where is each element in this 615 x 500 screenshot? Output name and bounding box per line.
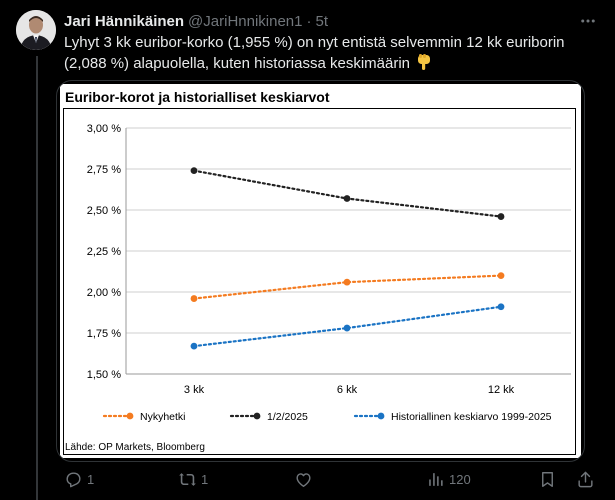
views-icon [429,472,443,486]
share-icon [578,471,593,487]
x-tick-label: 3 kk [184,384,205,396]
tweet-time[interactable]: 5t [315,12,329,30]
y-tick-label: 2,25 % [87,246,121,258]
retweet-icon [179,472,196,486]
separator-dot: · [306,12,312,30]
chart-source: Lähde: OP Markets, Bloomberg [65,442,205,453]
author-name[interactable]: Jari Hännikäinen [64,12,185,30]
series-line [192,274,503,300]
data-point [497,213,505,220]
action-bar: 1 1 120 [56,466,601,492]
legend-label: 1/2/2025 [267,411,308,423]
y-tick-label: 1,75 % [87,328,121,340]
media-card[interactable]: Euribor-korot ja historialliset keskiarv… [56,80,585,462]
data-point [343,278,351,286]
data-point [497,272,505,279]
reply-button[interactable]: 1 [64,466,94,492]
data-point [497,303,505,311]
legend-label: Nykyhetki [140,411,186,423]
tweet-text: Lyhyt 3 kk euribor-korko (1,955 %) on ny… [64,33,594,77]
like-button[interactable] [294,466,317,492]
tweet-header: Jari Hännikäinen @JariHnnikinen1 · 5t [64,10,599,32]
legend-label: Historiallinen keskiarvo 1999-2025 [391,411,552,423]
y-tick-label: 2,50 % [87,205,121,217]
reply-icon [66,471,81,487]
chart-title: Euribor-korot ja historialliset keskiarv… [65,89,330,105]
data-point [190,167,198,175]
x-tick-label: 6 kk [337,384,358,396]
author-handle[interactable]: @JariHnnikinen1 [188,12,303,30]
legend-marker [126,412,134,420]
data-point [343,195,351,202]
views-button[interactable]: 120 [426,466,471,492]
bookmark-button[interactable] [538,466,557,492]
view-count: 120 [449,471,471,487]
y-tick-label: 1,50 % [87,369,121,381]
avatar[interactable] [16,10,56,50]
y-tick-label: 3,00 % [87,123,121,135]
thread-line [36,56,38,500]
x-tick-label: 12 kk [488,384,515,396]
data-point [190,342,198,350]
chart-image: Euribor-korot ja historialliset keskiarv… [60,84,581,458]
share-button[interactable] [576,466,595,492]
data-point [343,324,351,332]
y-tick-label: 2,75 % [87,164,121,176]
retweet-count: 1 [201,471,209,487]
reply-count: 1 [87,471,95,487]
tweet-body: Lyhyt 3 kk euribor-korko (1,955 %) on ny… [64,34,565,72]
heart-icon [296,472,311,487]
avatar-image [16,10,56,50]
y-tick-label: 2,00 % [87,287,121,299]
chart-frame: 1,50 % 1,75 % 2,00 % 2,25 % 2,50 % 2,75 % 3,00… [63,108,576,455]
backhand-index-pointing-down-icon [416,53,432,77]
bookmark-icon [542,471,553,487]
data-point [190,295,198,302]
more-options-icon[interactable] [577,10,599,32]
line-chart: 1,50 % 1,75 % 2,00 % 2,25 % 2,50 % 2,75 % 3,00… [87,123,571,423]
retweet-button[interactable]: 1 [178,466,208,492]
legend-marker [253,412,261,420]
legend-marker [377,412,385,420]
